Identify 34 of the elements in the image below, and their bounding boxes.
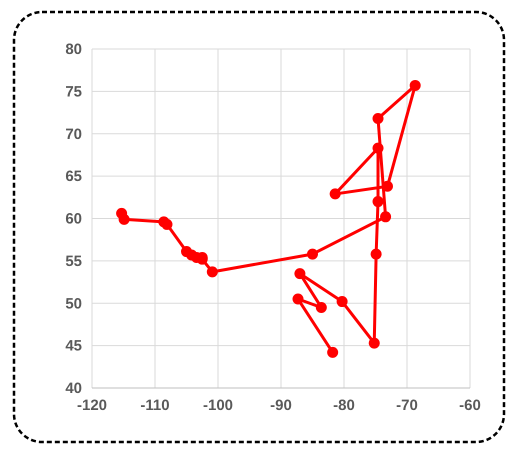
- point: [380, 211, 392, 222]
- x-tick-label: -70: [396, 397, 418, 414]
- point: [372, 112, 384, 124]
- point: [330, 188, 341, 200]
- point: [307, 248, 318, 260]
- y-tick-label: 40: [65, 380, 82, 397]
- x-tick-label: -80: [333, 397, 355, 414]
- x-tick-label: -120: [76, 397, 108, 414]
- point: [181, 246, 192, 258]
- point: [368, 338, 380, 349]
- point: [372, 196, 384, 208]
- x-tick-label: -90: [270, 397, 292, 414]
- point: [410, 80, 421, 91]
- point: [327, 346, 338, 358]
- x-tick-label: -100: [202, 397, 234, 414]
- point: [372, 142, 384, 154]
- point: [294, 268, 306, 280]
- x-tick-label: -60: [459, 397, 481, 414]
- y-tick-label: 50: [65, 295, 82, 312]
- point: [370, 248, 382, 260]
- point: [116, 208, 128, 219]
- y-tick-label: 80: [65, 41, 82, 58]
- point: [336, 296, 348, 308]
- y-tick-label: 65: [65, 168, 82, 186]
- y-tick-label: 45: [65, 338, 82, 355]
- x-tick-label: -110: [140, 397, 170, 414]
- y-tick-label: 75: [65, 83, 82, 100]
- point: [316, 302, 327, 313]
- y-tick-label: 70: [65, 126, 82, 143]
- point: [206, 266, 218, 278]
- y-tick-label: 55: [65, 252, 82, 270]
- point: [158, 216, 170, 228]
- point: [292, 294, 304, 305]
- y-tick-label: 60: [65, 210, 82, 228]
